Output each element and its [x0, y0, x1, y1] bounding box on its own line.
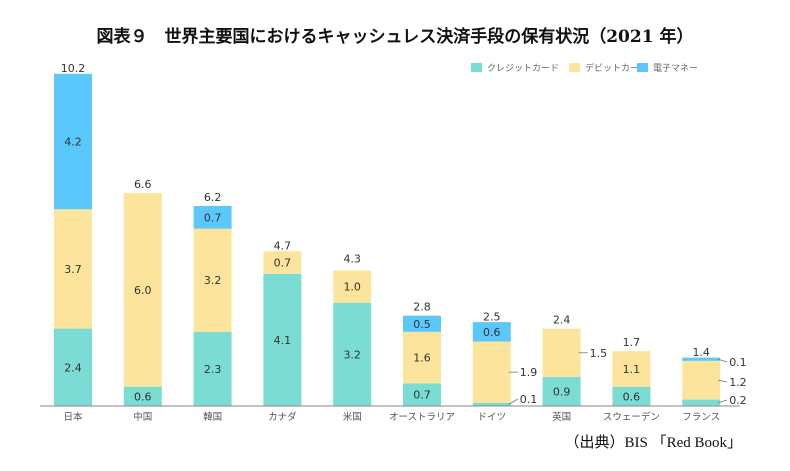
data-label: 0.6: [623, 390, 641, 403]
data-label: 3.2: [343, 348, 361, 361]
category-labels: 日本 中国 韓国 カナダ 米国 オーストラリア ドイツ 英国 スウェーデン フランス: [63, 411, 720, 423]
total-label: 4.3: [343, 252, 361, 265]
data-label: 2.3: [204, 363, 222, 376]
bar-segment: [682, 360, 721, 400]
bar-segment: [123, 193, 162, 387]
bar-segment: [54, 209, 92, 329]
category-label: 韓国: [203, 412, 222, 423]
bar-segment: [333, 302, 372, 406]
source-note: （出典）BIS 「Red Book」: [564, 435, 742, 451]
category-label: 日本: [63, 411, 83, 423]
bar-segment: [193, 228, 232, 332]
category-label: 英国: [552, 411, 571, 423]
data-label: 4.1: [274, 334, 292, 347]
category-label: フランス: [682, 412, 720, 423]
total-label: 1.4: [692, 346, 710, 359]
bar-segment: [54, 328, 92, 406]
legend-label: 電子マネー: [653, 63, 698, 74]
total-label: 10.2: [61, 62, 86, 75]
data-label: 0.7: [413, 389, 431, 402]
bar-segment: [472, 402, 511, 406]
leader-line: [718, 358, 728, 363]
data-label: 2.4: [64, 361, 82, 374]
data-label: 0.6: [483, 326, 501, 339]
total-label: 6.6: [134, 178, 152, 191]
legend-swatch: [637, 63, 648, 72]
bar-segment: [472, 322, 511, 342]
data-label: 0.9: [553, 385, 571, 398]
chart-title: 図表９ 世界主要国におけるキャッシュレス決済手段の保有状況（2021 年）: [96, 27, 694, 47]
data-label: 0.1: [520, 393, 538, 406]
category-label: 中国: [133, 411, 152, 423]
bar-segment: [263, 251, 302, 274]
total-label: 2.5: [483, 310, 501, 323]
data-label: 0.5: [413, 318, 431, 331]
bar-segment: [263, 273, 302, 406]
category-label: ドイツ: [478, 412, 507, 423]
bar-segment: [612, 386, 651, 406]
data-label: 1.9: [520, 366, 538, 379]
bar-segment: [682, 399, 721, 406]
data-label: 6.0: [134, 284, 152, 297]
data-label: 0.2: [729, 394, 747, 407]
legend-label: デビットカード: [585, 62, 648, 74]
legend-label: クレジットカード: [487, 63, 559, 74]
bar-segment: [123, 386, 162, 406]
data-label: 3.7: [64, 263, 82, 276]
legend-swatch: [569, 63, 580, 72]
data-label: 0.7: [204, 211, 222, 224]
category-label: オーストラリア: [389, 412, 455, 423]
bar-segment: [403, 383, 441, 406]
total-label: 4.7: [274, 239, 292, 252]
bar-segment: [682, 357, 721, 361]
bar-segment: [542, 328, 581, 377]
bar-segment: [333, 270, 372, 303]
bar-segment: [472, 341, 511, 403]
bar-segment: [403, 331, 441, 384]
total-label: 2.8: [413, 301, 431, 314]
data-label: 1.1: [623, 363, 641, 376]
category-label: スウェーデン: [603, 411, 660, 423]
data-label: 1.0: [343, 281, 361, 294]
total-label: 1.7: [623, 336, 641, 349]
data-label: 1.6: [413, 352, 431, 365]
bar-segment: [193, 206, 232, 229]
bar-segment: [403, 315, 441, 332]
data-label: 1.5: [590, 347, 608, 360]
bar-segment: [193, 331, 232, 406]
data-label: 0.1: [729, 356, 747, 369]
bar-segment: [54, 73, 92, 210]
legend-swatch: [471, 63, 482, 72]
total-label: 6.2: [204, 191, 222, 204]
data-label: 1.2: [729, 376, 747, 389]
total-label: 2.4: [553, 314, 571, 327]
bar-segment: [612, 351, 651, 387]
leader-line: [508, 398, 519, 405]
bars: 2.4 3.7 4.2 10.2 0.6 6.0 6.6 2.3 3.2 0.7 6.2 4.1 0.7…: [54, 62, 747, 407]
leader-line: [718, 379, 728, 383]
data-label: 4.2: [64, 136, 82, 149]
data-label: 0.7: [274, 256, 292, 269]
data-label: 3.2: [204, 274, 222, 287]
bar-segment: [542, 376, 581, 406]
legend: クレジットカード デビットカード 電子マネー: [471, 62, 698, 74]
data-label: 0.6: [134, 390, 152, 403]
leader-line: [718, 399, 728, 404]
category-label: カナダ: [268, 411, 297, 423]
category-label: 米国: [343, 411, 362, 423]
